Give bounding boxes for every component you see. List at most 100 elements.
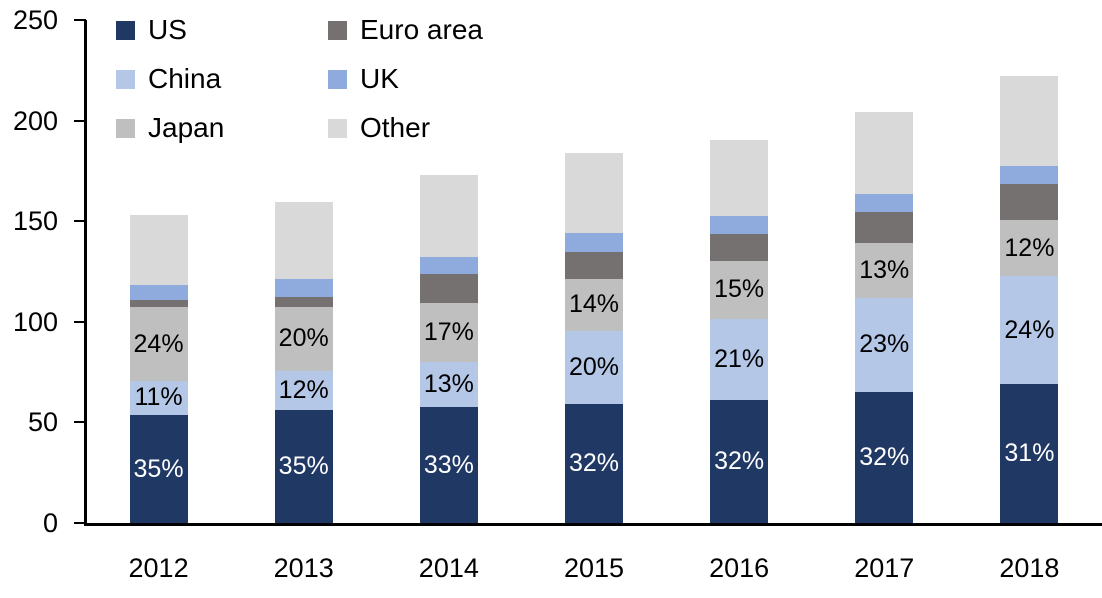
segment-label-china-2013: 12% (278, 376, 329, 405)
bar-2017: 13% 23% 32% (855, 111, 914, 523)
x-tick-label-2012: 2012 (128, 553, 189, 583)
y-tick-label-200: 200 (12, 105, 58, 136)
x-axis-line (84, 523, 1102, 526)
bar-2014: 17% 13% 33% (419, 175, 478, 523)
x-tick-label-2015: 2015 (563, 553, 625, 583)
bar-2016: 15% 21% 32% (710, 139, 769, 523)
segment-label-us-2013: 35% (278, 452, 329, 481)
segment-label-us-2015: 32% (568, 449, 620, 478)
bar-2018-segment-china: 24% (1000, 276, 1059, 385)
bar-2017-segment-china: 23% (855, 297, 914, 393)
bar-2014-segment-other (419, 175, 478, 257)
y-tick-mark-0 (74, 522, 86, 524)
bar-2014-segment-euro-area (419, 274, 478, 304)
legend-label-euro-area: Euro area (360, 14, 483, 45)
bar-2015-segment-japan: 14% (565, 278, 623, 331)
bar-2012-segment-china: 11% (129, 380, 188, 416)
x-tick-label-2016: 2016 (709, 553, 770, 583)
legend-item-china: China (116, 65, 328, 93)
bar-2017-segment-japan: 13% (855, 243, 914, 298)
x-tick-label-2018: 2018 (999, 553, 1060, 583)
bar-2013-segment-uk (274, 278, 333, 297)
bar-2018-segment-other (1000, 75, 1059, 166)
bar-2015-segment-uk (565, 232, 623, 253)
legend-swatch-other (328, 118, 347, 138)
legend-swatch-japan (116, 118, 135, 138)
bar-2017-segment-us: 32% (855, 392, 914, 523)
segment-label-japan-2018: 12% (1004, 233, 1055, 262)
segment-label-japan-2014: 17% (423, 318, 474, 347)
legend-swatch-euro-area (328, 20, 347, 40)
y-tick-mark-150 (74, 220, 86, 223)
bar-2015-segment-euro-area (565, 252, 623, 279)
segment-label-us-2018: 31% (1004, 439, 1055, 468)
bar-2018-segment-uk (1000, 165, 1059, 184)
bar-2016-segment-euro-area (710, 233, 769, 262)
bar-2015: 14% 20% 32% (565, 153, 623, 523)
bar-2017-segment-euro-area (855, 211, 914, 244)
segment-label-japan-2012: 24% (133, 329, 184, 358)
bar-2015-segment-us: 32% (565, 404, 623, 523)
legend-item-other: Other (328, 114, 483, 142)
legend-swatch-us (116, 20, 135, 40)
bar-2014-segment-uk (419, 256, 478, 275)
bar-2012-segment-uk (129, 285, 188, 301)
bar-2016-segment-us: 32% (710, 399, 769, 523)
bar-2012-segment-japan: 24% (129, 307, 188, 381)
bar-2017-segment-uk (855, 193, 914, 212)
bar-2013-segment-japan: 20% (274, 306, 333, 372)
bar-2013-segment-euro-area (274, 296, 333, 307)
segment-label-japan-2016: 15% (714, 275, 765, 304)
bar-2013-segment-china: 12% (274, 371, 333, 411)
bar-2014-segment-japan: 17% (419, 303, 478, 363)
legend-label-us: US (148, 14, 187, 45)
y-tick-label-150: 150 (12, 206, 58, 237)
y-tick-label-50: 50 (27, 407, 58, 438)
bar-2013: 20% 12% 35% (274, 202, 333, 523)
segment-label-us-2017: 32% (859, 443, 910, 472)
legend-item-japan: Japan (116, 114, 328, 142)
bar-2012: 24% 11% 35% (129, 214, 188, 523)
y-tick-label-0: 0 (42, 508, 58, 538)
y-tick-label-250: 250 (12, 5, 58, 35)
legend-item-uk: UK (328, 65, 483, 93)
bar-2018-segment-japan: 12% (1000, 220, 1059, 277)
legend-swatch-uk (328, 69, 347, 89)
segment-label-us-2016: 32% (714, 446, 765, 475)
segment-label-japan-2013: 20% (278, 324, 329, 353)
segment-label-china-2012: 11% (134, 383, 183, 412)
bar-2014-segment-us: 33% (419, 407, 478, 523)
bar-2016-segment-china: 21% (710, 318, 769, 400)
segment-label-us-2014: 33% (423, 450, 474, 479)
y-tick-mark-100 (74, 320, 86, 323)
y-tick-mark-250 (74, 19, 86, 21)
bar-2018-segment-us: 31% (1000, 384, 1059, 523)
bar-2012-segment-us: 35% (129, 415, 188, 523)
segment-label-china-2015: 20% (568, 353, 620, 382)
segment-label-japan-2015: 14% (568, 290, 620, 319)
bar-2017-segment-other (855, 111, 914, 194)
bar-2012-segment-other (129, 214, 188, 286)
legend: US Euro area China UK Japan Other (116, 16, 483, 142)
y-axis-line (84, 20, 87, 526)
legend-swatch-china (116, 69, 135, 89)
bar-2014-segment-china: 13% (419, 362, 478, 408)
segment-label-us-2012: 35% (133, 454, 184, 483)
segment-label-china-2014: 13% (423, 370, 474, 399)
legend-label-china: China (148, 63, 222, 94)
legend-label-other: Other (360, 112, 431, 143)
legend-label-japan: Japan (148, 112, 225, 143)
segment-label-china-2018: 24% (1004, 315, 1055, 344)
bar-2012-segment-euro-area (129, 300, 188, 308)
bar-2015-segment-china: 20% (565, 330, 623, 405)
x-tick-label-2014: 2014 (418, 553, 479, 583)
bar-2016-segment-other (710, 139, 769, 216)
bar-2015-segment-other (565, 153, 623, 233)
segment-label-china-2017: 23% (859, 330, 910, 359)
segment-label-china-2016: 21% (714, 344, 765, 373)
legend-item-euro-area: Euro area (328, 16, 483, 44)
y-tick-mark-200 (74, 119, 86, 122)
y-tick-label-100: 100 (12, 306, 58, 337)
bar-2013-segment-us: 35% (274, 410, 333, 523)
